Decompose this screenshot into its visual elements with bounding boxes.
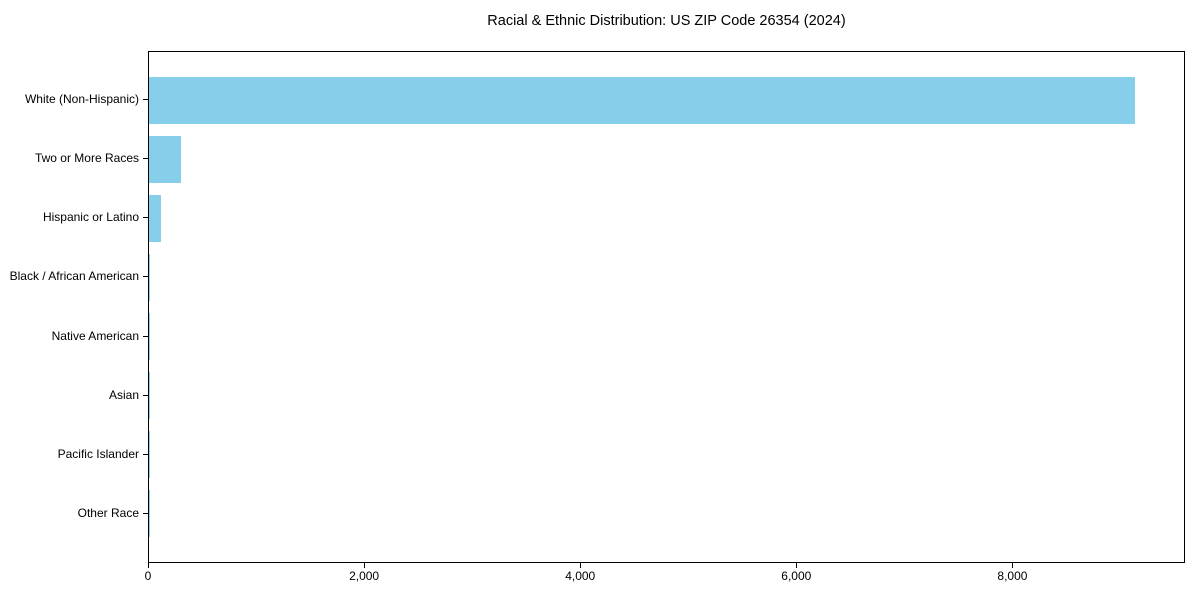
x-tick-mark — [796, 563, 798, 568]
chart-title: Racial & Ethnic Distribution: US ZIP Cod… — [487, 13, 846, 29]
x-tick-label: 2,000 — [349, 569, 380, 583]
y-tick-mark — [143, 158, 148, 160]
y-tick-label: White (Non-Hispanic) — [24, 92, 139, 106]
y-tick-label: Native American — [51, 328, 139, 343]
x-tick-mark — [148, 563, 149, 568]
bar — [149, 76, 1135, 124]
bar — [149, 194, 161, 242]
y-tick-label: Pacific Islander — [57, 446, 139, 461]
y-tick-mark — [143, 217, 148, 219]
x-tick-label: 0 — [144, 569, 152, 583]
bar — [149, 372, 150, 420]
bar — [149, 253, 151, 301]
y-tick-label: Two or More Races — [34, 151, 139, 166]
x-tick-mark — [580, 563, 582, 568]
y-tick-mark — [143, 99, 148, 100]
bar — [149, 135, 181, 183]
x-tick-label: 6,000 — [781, 569, 812, 583]
x-tick-mark — [1012, 563, 1014, 568]
y-tick-mark — [143, 276, 148, 278]
y-tick-label: Black / African American — [9, 269, 139, 284]
plot-area — [148, 51, 1185, 563]
x-tick-label: 8,000 — [997, 569, 1028, 583]
y-tick-label: Other Race — [77, 505, 139, 520]
y-tick-mark — [143, 512, 148, 514]
x-tick-mark — [364, 563, 366, 568]
y-tick-mark — [143, 335, 148, 337]
y-tick-mark — [143, 453, 148, 455]
x-tick-label: 4,000 — [565, 569, 596, 583]
y-tick-label: Asian — [108, 387, 139, 402]
y-tick-mark — [143, 394, 148, 396]
y-tick-label: Hispanic or Latino — [42, 210, 139, 225]
